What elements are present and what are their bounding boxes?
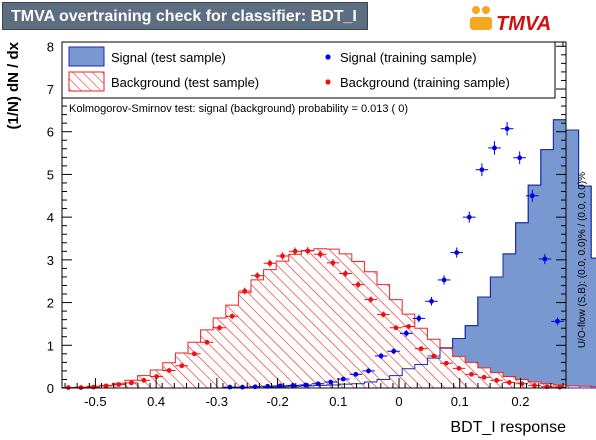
x-tick-label: -0.3 (206, 394, 228, 409)
background-training-point (431, 353, 437, 359)
y-tick-label: 2 (47, 296, 54, 311)
background-training-point (166, 368, 172, 373)
signal-training-point (391, 348, 397, 354)
background-training-point (393, 325, 399, 331)
x-tick-label: 0.4 (147, 394, 165, 409)
background-training-point (116, 382, 122, 387)
x-tick-label: 0.1 (451, 394, 469, 409)
signal-training-point (403, 330, 409, 336)
background-training-point (481, 374, 487, 380)
signal-training-point (479, 167, 485, 173)
signal-training-point (315, 381, 321, 387)
signal-training-point (555, 318, 560, 324)
background-training-point (154, 374, 159, 379)
signal-training-points (223, 121, 564, 390)
y-tick-label: 0 (47, 381, 54, 396)
signal-training-point (542, 256, 548, 262)
y-tick-label: 8 (47, 39, 54, 54)
background-training-point (191, 351, 197, 357)
background-training-point (267, 260, 273, 266)
ks-test-text: Kolmogorov-Smirnov test: signal (backgro… (69, 103, 408, 115)
x-tick-label: 0.2 (511, 394, 529, 409)
background-training-point (280, 253, 285, 259)
signal-training-point (517, 155, 523, 161)
background-training-point (254, 273, 260, 279)
signal-training-point (454, 250, 460, 255)
legend-label-signal-test: Signal (test sample) (111, 50, 226, 65)
legend-label-background-test: Background (test sample) (111, 75, 259, 90)
background-training-point (305, 248, 311, 254)
background-training-point (103, 383, 109, 389)
background-training-point (128, 380, 134, 386)
background-training-point (469, 371, 474, 377)
background-training-point (368, 297, 374, 302)
background-training-point (330, 260, 336, 266)
background-training-points (62, 247, 567, 390)
background-training-point (443, 360, 449, 366)
background-training-point (557, 384, 563, 390)
signal-training-point (265, 383, 271, 389)
background-training-point (204, 339, 210, 345)
y-tick-label: 5 (47, 167, 54, 182)
background-training-point (380, 312, 386, 317)
background-training-point (494, 377, 500, 383)
chart-title: TMVA overtraining check for classifier: … (11, 8, 357, 25)
background-training-point (179, 363, 185, 369)
y-axis-label: (1/N) dN / dx (5, 41, 22, 129)
signal-training-point (353, 371, 359, 377)
tmva-logo-text: TMVA (496, 13, 551, 35)
legend-swatch-background-test (68, 71, 105, 92)
signal-training-point (492, 145, 497, 151)
signal-training-point (366, 368, 371, 374)
y-tick-label: 1 (47, 338, 54, 353)
x-tick-label: 0.1 (329, 394, 347, 409)
background-training-point (317, 251, 323, 257)
legend-box (61, 41, 556, 99)
signal-training-point (340, 376, 346, 382)
background-training-point (242, 288, 248, 294)
title-bar: TMVA overtraining check for classifier: … (2, 2, 368, 30)
signal-training-point (240, 384, 245, 390)
signal-training-point (441, 277, 447, 283)
overflow-side-text: U/O-flow (S,B): (0.0, 0.0)% / (0.0, 0.0)… (577, 172, 588, 348)
legend-label-background-training: Background (training sample) (340, 75, 510, 90)
background-training-point (292, 248, 298, 254)
legend-label-signal-training: Signal (training sample) (340, 50, 477, 65)
y-tick-label: 4 (47, 210, 54, 225)
y-tick-label: 3 (47, 253, 54, 268)
y-tick-label: 6 (47, 125, 54, 140)
background-training-point (456, 365, 462, 371)
background-training-point (343, 271, 348, 276)
legend-marker-signal-training (325, 54, 331, 60)
background-training-point (406, 324, 411, 329)
signal-training-point (277, 383, 283, 389)
tmva-logo: TMVA (470, 6, 551, 35)
signal-training-point (529, 193, 535, 199)
legend-swatch-signal-test (68, 46, 105, 67)
signal-training-point (429, 298, 434, 304)
x-axis-label: BDT_I response (450, 419, 566, 436)
background-training-point (141, 377, 147, 383)
signal-training-point (466, 214, 472, 220)
background-training-point (418, 346, 424, 352)
signal-training-point (303, 382, 308, 388)
background-training-point (229, 313, 235, 319)
signal-training-point (227, 384, 233, 390)
signal-training-point (416, 315, 422, 321)
y-tick-label: 7 (47, 82, 54, 97)
background-training-point (217, 325, 222, 331)
signal-training-point (378, 353, 384, 359)
background-training-point (506, 380, 512, 385)
x-tick-label: 0 (395, 394, 402, 409)
legend-marker-background-training (325, 79, 331, 85)
background-training-point (532, 383, 537, 388)
x-tick-label: -0.2 (266, 394, 288, 409)
background-training-point (355, 282, 361, 288)
x-tick-label: -0.5 (84, 394, 106, 409)
signal-training-point (504, 126, 510, 132)
signal-training-point (290, 383, 296, 388)
